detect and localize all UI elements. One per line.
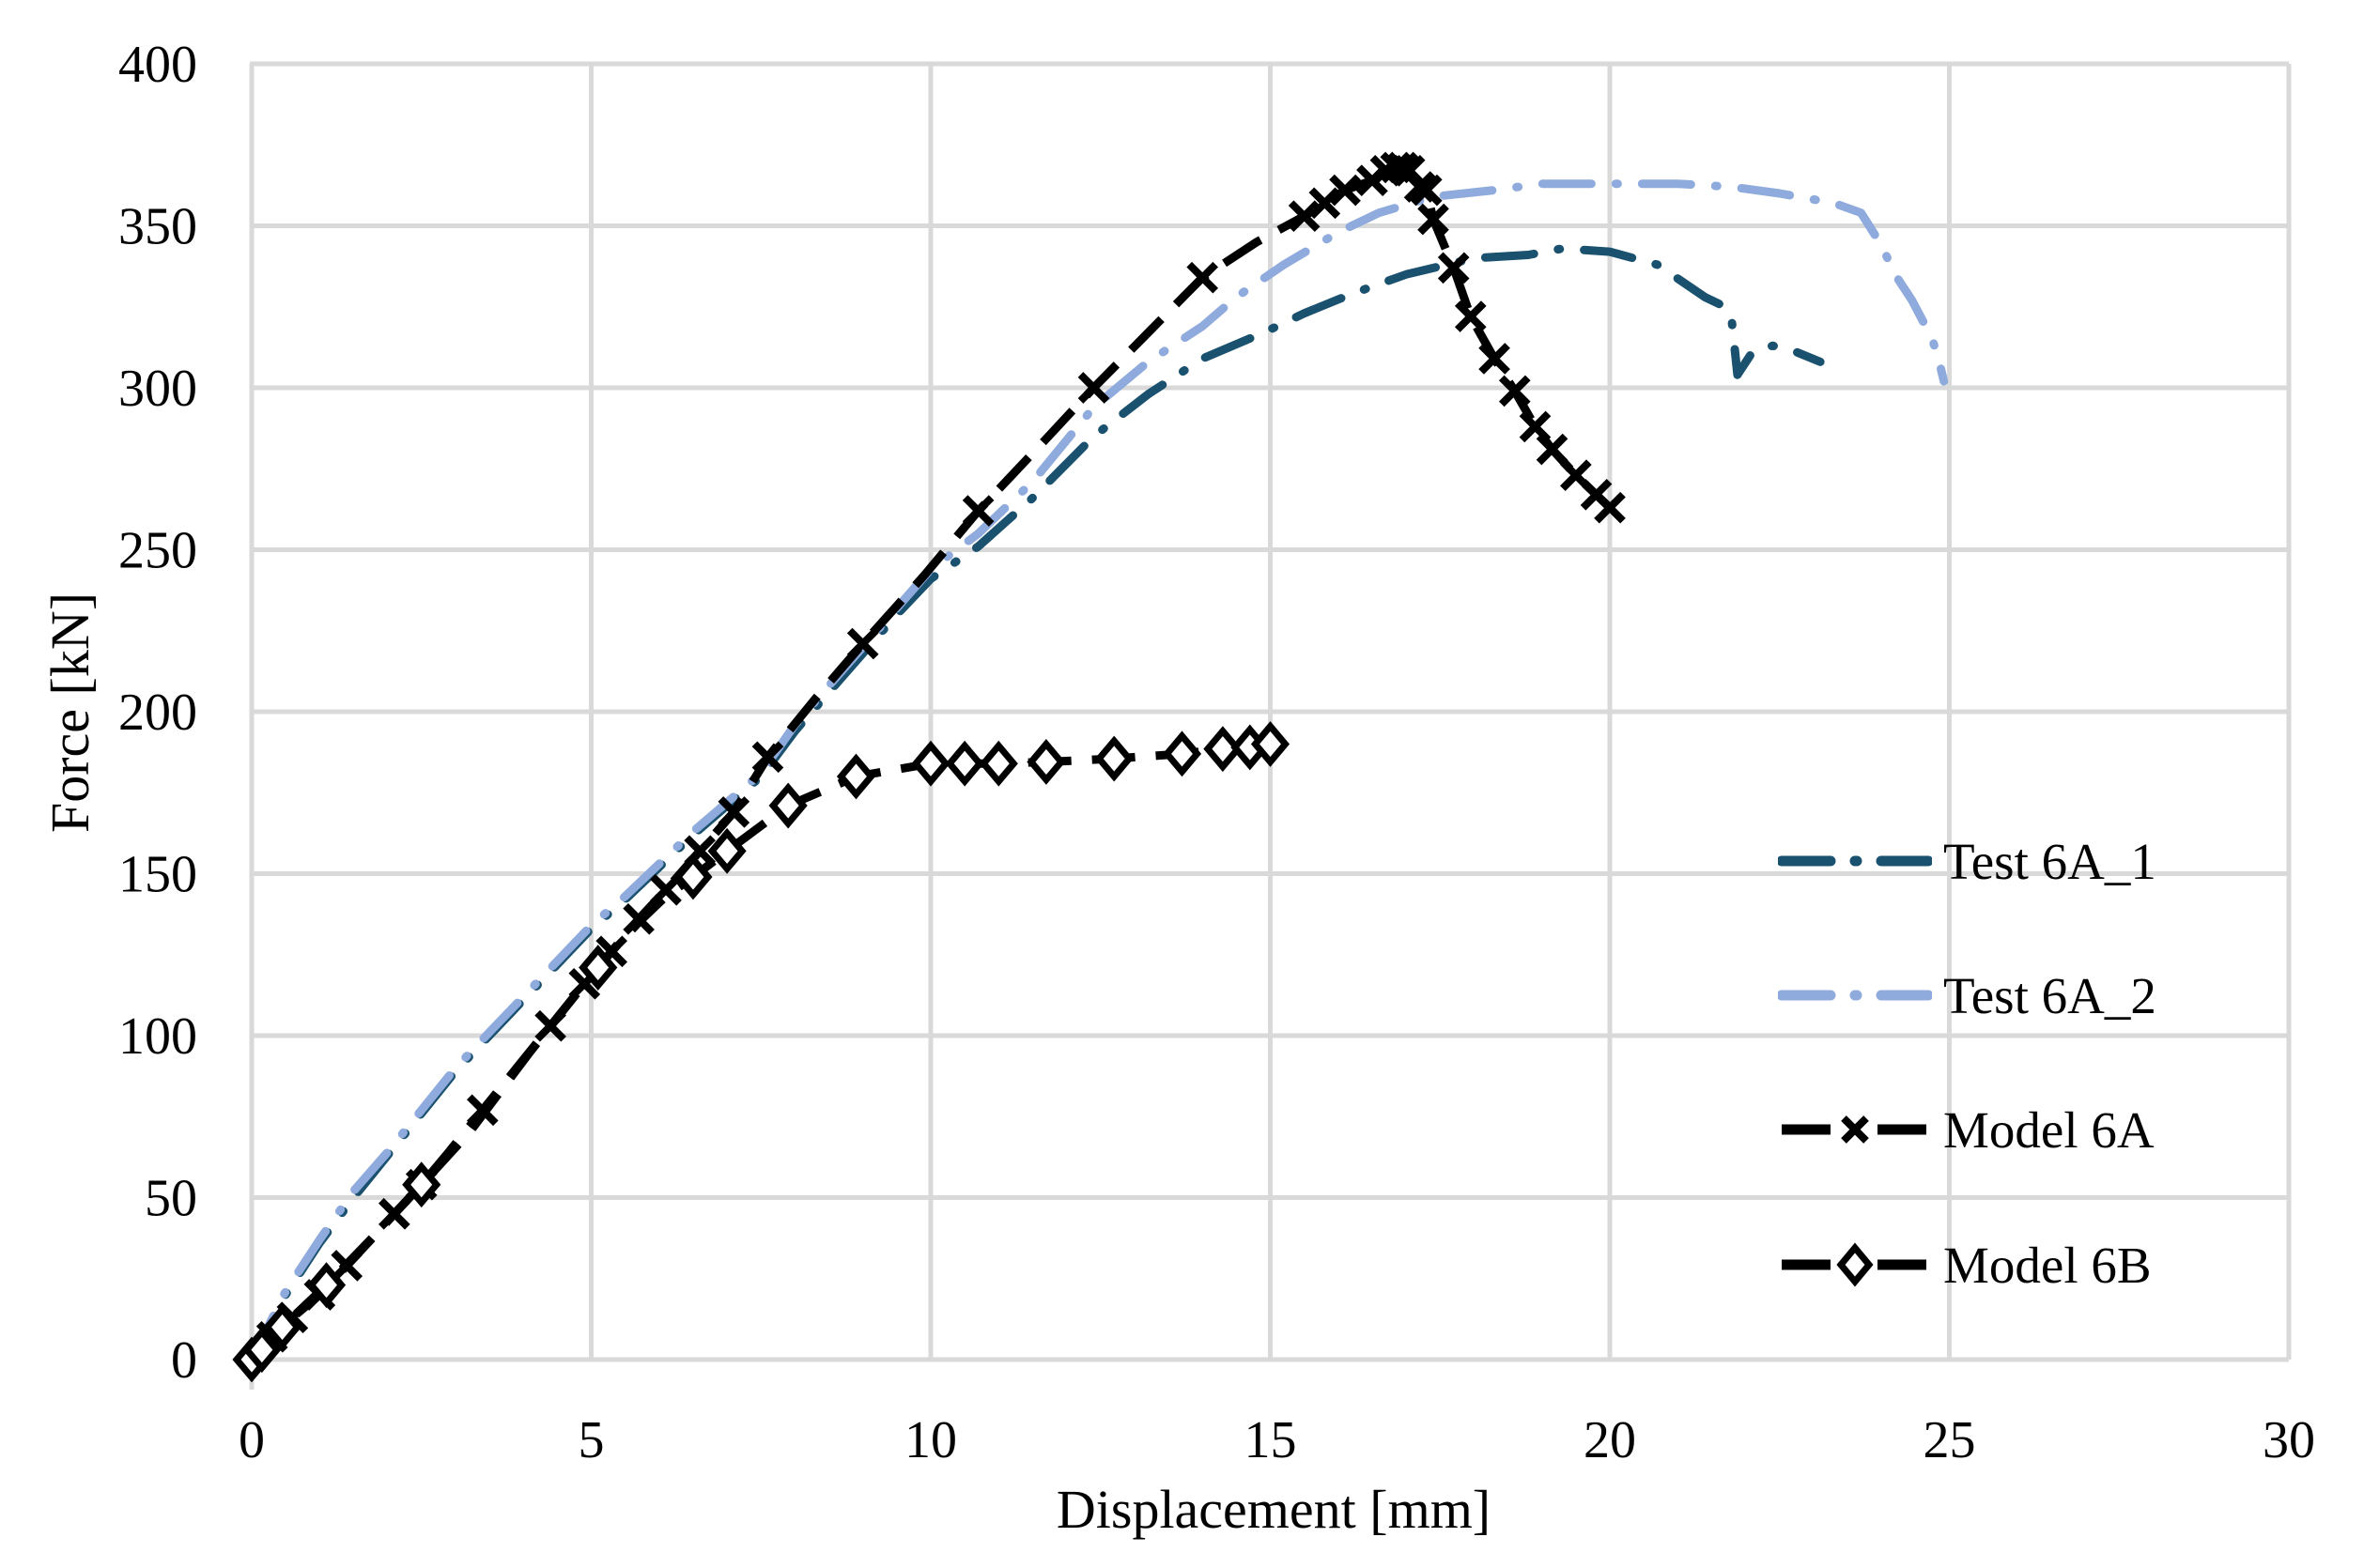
diamond-marker <box>911 740 950 787</box>
diamond-marker <box>1250 721 1290 767</box>
legend-line-sample-model-6a <box>1782 1115 1928 1144</box>
x-marker <box>1417 203 1449 236</box>
x-marker <box>846 627 879 660</box>
x-marker <box>1186 261 1219 294</box>
diamond-marker <box>1162 730 1202 777</box>
legend-line-sample-test-6a-2 <box>1778 990 1932 1001</box>
diamond-marker <box>402 1161 441 1208</box>
diamond-marker <box>579 945 618 991</box>
diamond-marker <box>945 740 984 787</box>
diamond-marker <box>836 753 876 800</box>
x-marker <box>1498 375 1531 407</box>
y-axis-tick-label: 150 <box>118 846 197 904</box>
series-line <box>247 244 1825 1364</box>
legend-label: Test 6A_2 <box>1943 966 2156 1024</box>
legend-item-test-6a-2: Test 6A_2 <box>1778 961 2304 1029</box>
y-axis-tick-label: 350 <box>118 198 197 256</box>
x-axis-tick-label: 10 <box>904 1411 957 1469</box>
y-axis-tick-label: 100 <box>118 1007 197 1066</box>
legend-item-model-6a: Model 6A <box>1778 1096 2304 1163</box>
y-axis-tick-label: 0 <box>171 1331 197 1390</box>
x-axis-tick-label: 5 <box>579 1411 605 1469</box>
diamond-marker <box>1027 739 1066 785</box>
diamond-marker <box>707 827 747 874</box>
y-axis-tick-label: 300 <box>118 360 197 418</box>
x-axis-tick-label: 25 <box>1924 1411 1976 1469</box>
x-marker <box>962 495 995 527</box>
x-axis-title: Displacement [mm] <box>1056 1479 1491 1540</box>
x-marker <box>1329 174 1361 207</box>
x-marker <box>718 796 750 828</box>
legend-label: Model 6A <box>1943 1100 2155 1159</box>
y-axis-tick-label: 400 <box>118 36 197 94</box>
x-marker <box>1594 491 1626 524</box>
x-marker <box>1841 1115 1869 1144</box>
diamond-marker <box>979 740 1018 787</box>
x-axis-tick-label: 0 <box>239 1411 265 1469</box>
legend-line-sample-test-6a-1 <box>1778 855 1932 867</box>
diamond-marker <box>306 1262 347 1309</box>
legend-item-model-6b: Model 6B <box>1778 1231 2304 1299</box>
diamond-marker <box>1094 735 1134 782</box>
x-axis-tick-label: 15 <box>1244 1411 1297 1469</box>
diamond-marker <box>673 853 713 900</box>
x-marker <box>1077 372 1110 404</box>
x-marker <box>1308 187 1341 220</box>
x-marker <box>650 873 682 906</box>
legend-line-sample-model-6b <box>1782 1242 1928 1287</box>
series-line <box>248 740 1271 1363</box>
diamond-marker <box>1836 1242 1874 1287</box>
series-line <box>247 179 1949 1364</box>
x-marker <box>1410 174 1443 207</box>
legend-label: Model 6B <box>1943 1236 2152 1294</box>
x-marker <box>1478 343 1510 375</box>
x-marker <box>1519 410 1552 443</box>
x-marker <box>1437 252 1470 284</box>
legend-item-test-6a-1: Test 6A_1 <box>1778 827 2304 895</box>
series-model-6b <box>232 721 1290 1383</box>
x-axis-tick-label: 30 <box>2263 1411 2315 1469</box>
x-axis-tick-label: 20 <box>1584 1411 1636 1469</box>
diamond-marker <box>242 1327 282 1374</box>
series-test-6a-2 <box>247 179 1949 1364</box>
x-marker <box>1454 300 1487 332</box>
y-axis-tick-label: 50 <box>145 1170 197 1228</box>
x-marker <box>1536 433 1568 466</box>
y-axis-tick-label: 200 <box>118 684 197 742</box>
diamond-marker <box>1203 726 1243 773</box>
y-axis-title: Force [kN] <box>39 592 100 834</box>
series-test-6a-1 <box>247 244 1825 1364</box>
x-marker <box>1288 200 1321 232</box>
diamond-marker <box>262 1304 302 1350</box>
diamond-marker <box>768 782 808 829</box>
x-marker <box>751 741 784 774</box>
legend-label: Test 6A_1 <box>1943 832 2156 890</box>
y-axis-tick-label: 250 <box>118 522 197 580</box>
